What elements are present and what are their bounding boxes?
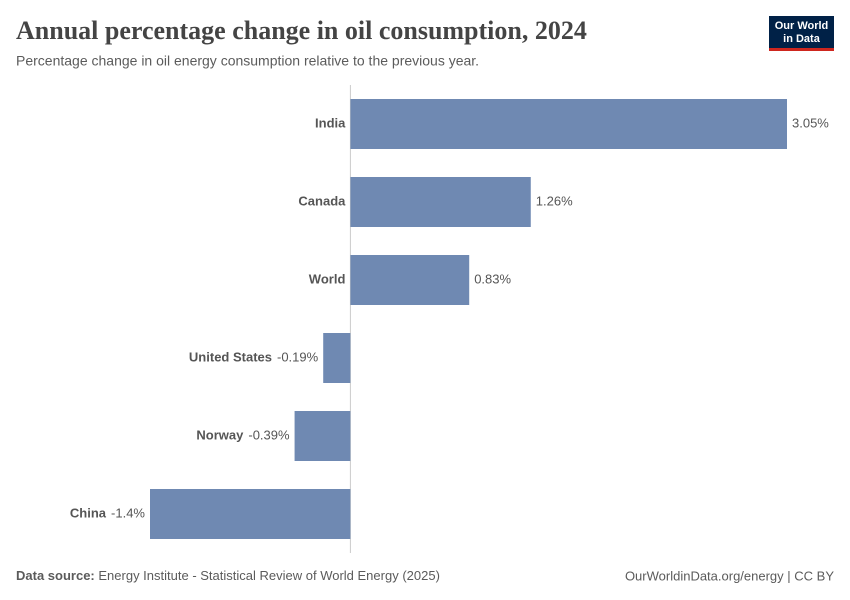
value-label: 1.26% — [536, 193, 573, 208]
category-label: World — [309, 271, 346, 286]
category-label: United States — [189, 349, 272, 364]
logo-text: in Data — [783, 33, 821, 45]
value-label: 3.05% — [792, 115, 829, 130]
source-label: Data source: — [16, 568, 95, 583]
category-label: India — [315, 115, 346, 130]
category-label: China — [70, 505, 107, 520]
source-text: Energy Institute - Statistical Review of… — [98, 568, 440, 583]
logo: Our World in Data — [769, 16, 834, 51]
footer-url: OurWorldinData.org/energy | CC BY — [625, 568, 834, 583]
value-label: -1.4% — [111, 505, 145, 520]
value-label: -0.39% — [248, 427, 290, 442]
chart-title: Annual percentage change in oil consumpt… — [16, 16, 587, 45]
source: Data source: Energy Institute - Statisti… — [16, 568, 440, 583]
bar — [150, 489, 351, 539]
logo-stripe — [769, 48, 834, 51]
bar — [350, 99, 787, 149]
value-label: 0.83% — [474, 271, 511, 286]
category-label: Norway — [196, 427, 244, 442]
category-label: Canada — [298, 193, 346, 208]
bar — [323, 333, 351, 383]
bar — [350, 177, 531, 227]
chart-subtitle: Percentage change in oil energy consumpt… — [16, 53, 479, 69]
bar — [350, 255, 470, 305]
logo-box — [769, 16, 834, 50]
bar — [294, 411, 351, 461]
value-label: -0.19% — [277, 349, 319, 364]
logo-text: Our World — [775, 20, 829, 32]
